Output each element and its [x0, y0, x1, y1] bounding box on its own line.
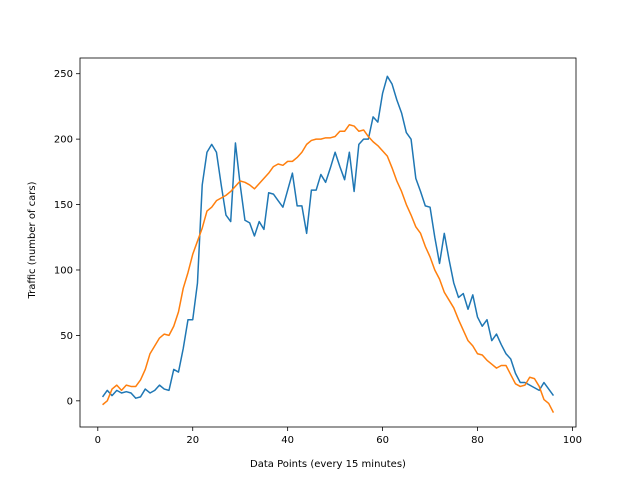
axes: 0 20 40 60 80 100 0 50 100 150 200 250 [54, 57, 582, 446]
y-tick-label: 50 [60, 331, 73, 342]
y-tick-label: 200 [54, 135, 73, 146]
plot-area [101, 75, 555, 413]
series-1-line [101, 75, 555, 399]
y-tick-label: 100 [54, 265, 73, 276]
y-tick-label: 250 [54, 69, 73, 80]
x-tick-label: 20 [186, 435, 199, 446]
y-tick-label: 0 [67, 396, 73, 407]
y-axis-label: Traffic (number of cars) [27, 181, 38, 299]
x-tick-label: 60 [376, 435, 389, 446]
x-tick-label: 100 [563, 435, 582, 446]
x-tick-label: 80 [471, 435, 484, 446]
axes-frame [79, 57, 577, 428]
x-tick-label: 0 [95, 435, 101, 446]
series-2-line [102, 123, 555, 413]
x-axis-label: Data Points (every 15 minutes) [250, 459, 406, 470]
x-tick-label: 40 [281, 435, 294, 446]
y-tick-label: 150 [54, 200, 73, 211]
